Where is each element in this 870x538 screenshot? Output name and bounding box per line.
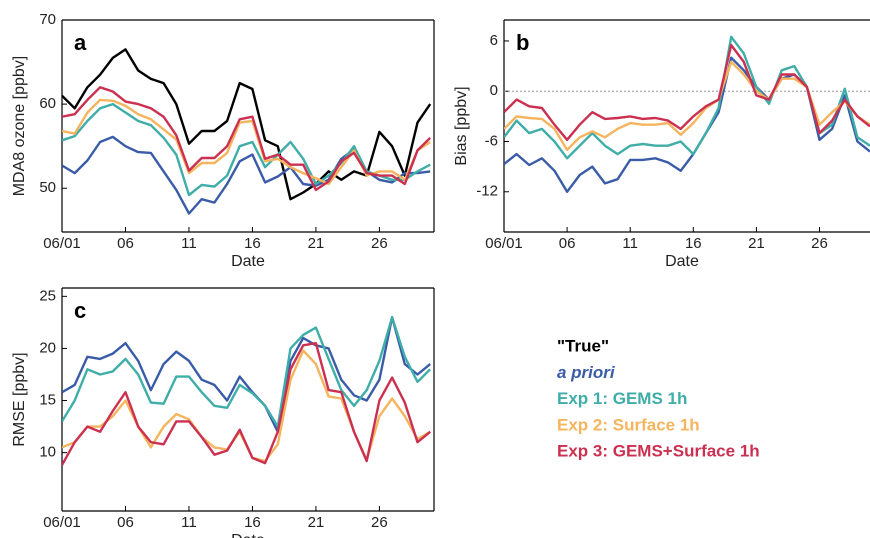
x-tick-label: 16 xyxy=(685,235,702,252)
plot-area xyxy=(62,316,432,466)
legend-entry: Exp 3: GEMS+Surface 1h xyxy=(557,442,760,461)
x-tick-label: 26 xyxy=(371,514,388,531)
y-tick-label: 0 xyxy=(490,82,498,99)
y-axis-label: RMSE [ppbv] xyxy=(11,352,28,446)
x-tick-label: 21 xyxy=(308,235,325,252)
x-tick-label: 06 xyxy=(117,514,134,531)
series-line xyxy=(62,102,431,197)
series-line xyxy=(62,98,431,186)
series-line xyxy=(504,35,870,160)
y-tick-label: 60 xyxy=(39,95,56,112)
panel-label: b xyxy=(516,30,529,55)
series-line xyxy=(504,60,870,152)
legend-entry: "True" xyxy=(557,336,609,355)
x-tick-label: 06 xyxy=(117,235,134,252)
x-tick-label: 26 xyxy=(371,235,388,252)
y-tick-label: 10 xyxy=(39,444,56,461)
legend-entry: a priori xyxy=(557,363,616,382)
plot-area xyxy=(504,35,870,193)
panel-label: a xyxy=(74,30,87,55)
legend-entry: Exp 1: GEMS 1h xyxy=(557,389,687,408)
plot-area xyxy=(62,48,432,215)
x-tick-label: 06/01 xyxy=(485,235,523,252)
x-axis-label: Date xyxy=(231,532,265,538)
x-tick-label: 06 xyxy=(559,235,576,252)
legend-entry: Exp 2: Surface 1h xyxy=(557,415,700,434)
x-axis-label: Date xyxy=(665,253,699,270)
series-line xyxy=(62,316,431,433)
y-axis-label: Bias [ppbv] xyxy=(453,86,470,165)
y-tick-label: 20 xyxy=(39,339,56,356)
x-tick-label: 06/01 xyxy=(43,514,81,531)
x-tick-label: 21 xyxy=(748,235,765,252)
x-tick-label: 16 xyxy=(244,235,261,252)
series-line xyxy=(62,316,432,428)
y-tick-label: -12 xyxy=(476,183,498,200)
series-line xyxy=(62,342,431,466)
panel-label: c xyxy=(74,298,86,323)
series-line xyxy=(504,43,870,141)
x-axis-label: Date xyxy=(231,253,265,270)
y-tick-label: 70 xyxy=(39,11,56,28)
x-tick-label: 11 xyxy=(181,235,197,252)
y-axis-label: MDA8 ozone [ppbv] xyxy=(11,56,28,197)
series-line xyxy=(62,48,432,201)
series-line xyxy=(504,56,870,193)
x-tick-label: 21 xyxy=(308,514,325,531)
series-line xyxy=(62,86,432,192)
x-tick-label: 06/01 xyxy=(43,235,81,252)
x-tick-label: 11 xyxy=(181,514,197,531)
y-tick-label: 25 xyxy=(39,287,56,304)
y-tick-label: -6 xyxy=(485,132,498,149)
y-tick-label: 6 xyxy=(490,32,498,49)
y-tick-label: 50 xyxy=(39,179,56,196)
x-tick-label: 16 xyxy=(244,514,261,531)
x-tick-label: 26 xyxy=(811,235,828,252)
x-tick-label: 11 xyxy=(622,235,638,252)
y-tick-label: 15 xyxy=(39,392,56,409)
